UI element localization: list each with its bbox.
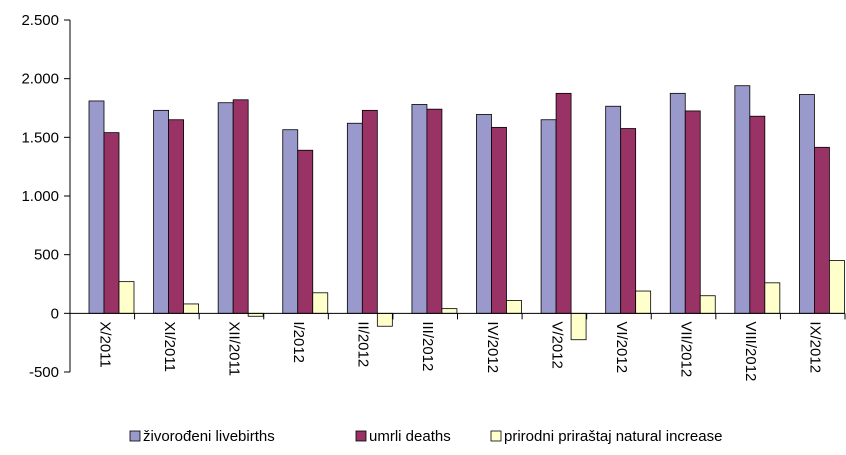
bar-livebirths <box>669 92 686 314</box>
x-tick-label: VIII/2012 <box>742 321 759 381</box>
bar-natural-increase <box>312 292 329 314</box>
x-tick-label: IV/2012 <box>484 321 501 373</box>
y-tick-label: 1.500 <box>21 129 59 146</box>
legend-swatch <box>355 430 367 442</box>
legend-swatch <box>129 430 141 442</box>
y-tick-label: -500 <box>29 364 59 381</box>
x-tick-label: X/2011 <box>96 321 113 367</box>
y-tick-label: 2.500 <box>21 12 59 29</box>
bar-livebirths <box>282 129 299 314</box>
bar-livebirths <box>476 114 492 314</box>
y-tick-label: 500 <box>34 247 59 264</box>
bar-natural-increase <box>118 281 135 314</box>
legend-label: umrli deaths <box>369 428 451 445</box>
x-tick-label: XI/2011 <box>161 321 178 372</box>
x-tick-label: III/2012 <box>419 321 436 371</box>
bar-deaths <box>168 119 184 314</box>
bar-deaths <box>491 126 507 314</box>
bar-natural-increase <box>570 312 587 341</box>
legend-label: živorođeni livebirths <box>143 428 275 445</box>
legend-label: prirodni priraštaj natural increase <box>504 428 722 445</box>
bar-natural-increase <box>635 290 652 314</box>
bar-deaths <box>620 128 637 314</box>
bar-deaths <box>297 149 314 314</box>
bar-livebirths <box>799 94 815 314</box>
bar-natural-increase <box>699 295 716 314</box>
bar-livebirths <box>734 85 751 314</box>
bar-livebirths <box>88 100 105 314</box>
bar-deaths <box>749 115 766 314</box>
x-tick-label: VI/2012 <box>613 321 630 373</box>
x-tick-label: II/2012 <box>355 321 372 367</box>
y-tick-label: 2.000 <box>21 71 59 88</box>
x-tick-label: I/2012 <box>290 321 307 363</box>
bar-natural-increase <box>506 300 522 314</box>
bar-livebirths <box>217 102 234 314</box>
bar-natural-increase <box>183 303 199 314</box>
bar-deaths <box>103 132 120 314</box>
x-tick-label: V/2012 <box>548 321 565 369</box>
y-tick-label: 1.000 <box>21 188 59 205</box>
bar-livebirths <box>411 104 428 314</box>
bar-livebirths <box>605 105 622 314</box>
y-tick-label: 0 <box>51 305 59 322</box>
bar-deaths <box>555 92 572 314</box>
x-tick-label: IX/2012 <box>807 321 824 373</box>
bar-natural-increase <box>829 260 845 314</box>
bar-livebirths <box>346 122 363 314</box>
bar-deaths <box>426 108 443 314</box>
bar-natural-increase <box>441 308 458 314</box>
bar-natural-increase <box>764 282 781 314</box>
legend: živorođeni livebirths umrli deaths prirodn… <box>129 428 722 445</box>
bar-natural-increase <box>376 312 393 327</box>
bar-livebirths <box>540 119 557 314</box>
bar-deaths <box>361 109 378 314</box>
bar-deaths <box>232 99 249 314</box>
legend-swatch <box>490 430 502 442</box>
x-tick-label: VII/2012 <box>678 321 695 377</box>
x-tick-label: XII/2011 <box>225 321 242 376</box>
bar-livebirths <box>153 109 169 314</box>
plot-area: -500 0 500 1.000 1.500 2.000 2.500 X/2011 XI/201… <box>21 12 846 381</box>
bar-deaths <box>684 110 701 314</box>
bar-deaths <box>814 146 830 314</box>
